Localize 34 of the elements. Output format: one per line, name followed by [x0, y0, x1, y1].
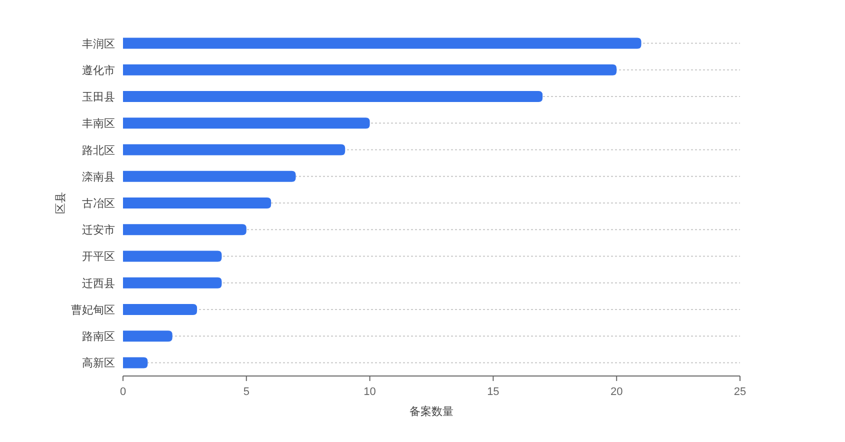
y-tick-label: 路南区	[82, 330, 115, 344]
bar	[123, 357, 148, 368]
bar	[123, 118, 370, 129]
y-tick-label: 高新区	[82, 356, 115, 370]
bar	[123, 38, 642, 49]
bar	[123, 91, 543, 102]
y-tick-label: 玉田县	[82, 92, 115, 104]
bar	[123, 144, 346, 156]
y-tick-label: 曹妃甸区	[71, 303, 115, 316]
y-tick-label: 路北区	[82, 144, 115, 157]
x-tick-label: 25	[734, 386, 746, 398]
bar	[123, 198, 272, 208]
y-tick-label: 遵化市	[82, 64, 115, 77]
y-tick-label: 滦南县	[82, 170, 115, 184]
bar	[123, 170, 296, 182]
x-tick-label: 5	[243, 386, 250, 398]
bar	[123, 304, 198, 315]
x-tick-label: 15	[487, 386, 500, 398]
y-tick-label: 迁安市	[82, 224, 115, 237]
y-tick-label: 开平区	[82, 251, 115, 264]
bar	[123, 224, 246, 236]
x-axis-title: 备案数量	[410, 405, 454, 418]
x-tick-label: 10	[364, 386, 376, 398]
x-tick-label: 0	[120, 386, 126, 398]
bar	[123, 64, 617, 76]
y-tick-label: 丰南区	[82, 117, 115, 130]
bar	[123, 277, 222, 288]
y-axis-title: 区县	[55, 192, 67, 214]
bar	[123, 330, 172, 342]
y-tick-label: 丰润区	[82, 37, 115, 50]
x-tick-label: 20	[610, 386, 623, 398]
y-tick-label: 古冶区	[82, 197, 115, 210]
bar	[123, 250, 222, 262]
y-tick-label: 迁西县	[82, 276, 115, 290]
